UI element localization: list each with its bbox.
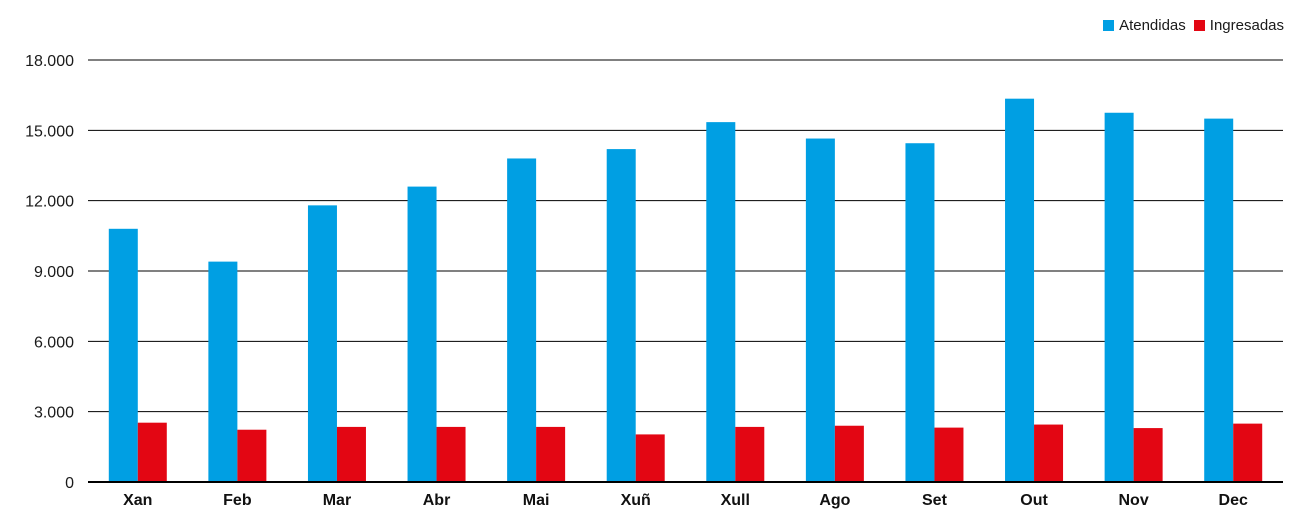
legend-swatch-atendidas [1103,20,1115,31]
legend-label-atendidas: Atendidas [1119,17,1186,34]
legend-item-ingresadas: Ingresadas [1193,17,1284,34]
bar-ingresadas-dec [1233,423,1263,482]
bar-ingresadas-mar [336,426,366,482]
x-tick-label: Out [1020,492,1048,509]
bars [108,98,1263,483]
bar-ingresadas-xuñ [635,434,665,482]
bar-ingresadas-xull [735,426,765,482]
bar-ingresadas-xan [137,422,167,482]
legend-item-atendidas: Atendidas [1103,17,1186,34]
x-tick-label: Mar [323,492,351,509]
bar-atendidas-mar [307,205,337,482]
x-tick-label: Dec [1219,492,1248,509]
y-tick-label: 18.000 [25,53,74,70]
y-tick-label: 9.000 [34,264,74,281]
x-tick-label: Mai [523,492,550,509]
x-tick-label: Xan [123,492,152,509]
x-tick-label: Xull [721,492,750,509]
x-tick-label: Set [922,492,948,509]
bar-atendidas-dec [1204,118,1234,482]
gridlines [88,59,1283,413]
x-tick-label: Ago [819,492,850,509]
bar-atendidas-xull [706,122,736,482]
x-tick-label: Nov [1119,492,1149,509]
bar-atendidas-ago [805,138,835,483]
bar-atendidas-xan [108,228,138,482]
bar-atendidas-feb [208,261,238,482]
bar-atendidas-abr [407,186,437,482]
bar-ingresadas-set [934,427,964,482]
bar-ingresadas-mai [536,426,566,482]
bar-atendidas-xuñ [606,149,636,483]
y-tick-label: 15.000 [25,123,74,140]
y-tick-label: 0 [65,475,74,492]
bar-ingresadas-out [1034,424,1064,482]
legend-label-ingresadas: Ingresadas [1209,17,1284,34]
y-tick-label: 6.000 [34,334,74,351]
bar-ingresadas-nov [1133,428,1163,482]
x-tick-label: Abr [423,492,451,509]
y-axis-tick-labels: 0 3.000 6.000 9.000 12.000 15.000 18.000 [25,53,74,492]
bar-atendidas-mai [507,158,537,482]
legend-swatch-ingresadas [1193,20,1205,31]
bar-ingresadas-feb [237,429,267,482]
bar-atendidas-set [905,143,935,482]
y-tick-label: 3.000 [34,405,74,422]
x-tick-label: Feb [223,492,252,509]
bar-ingresadas-ago [834,425,864,482]
bar-atendidas-nov [1104,112,1134,482]
x-axis-category-labels: Xan Feb Mar Abr Mai Xuñ Xull Ago Set Out Nov Dec [123,492,1248,509]
bar-atendidas-out [1005,98,1035,482]
bar-ingresadas-abr [436,426,466,482]
y-tick-label: 12.000 [25,194,74,211]
x-tick-label: Xuñ [621,492,651,509]
legend: Atendidas Ingresadas [1095,17,1284,34]
